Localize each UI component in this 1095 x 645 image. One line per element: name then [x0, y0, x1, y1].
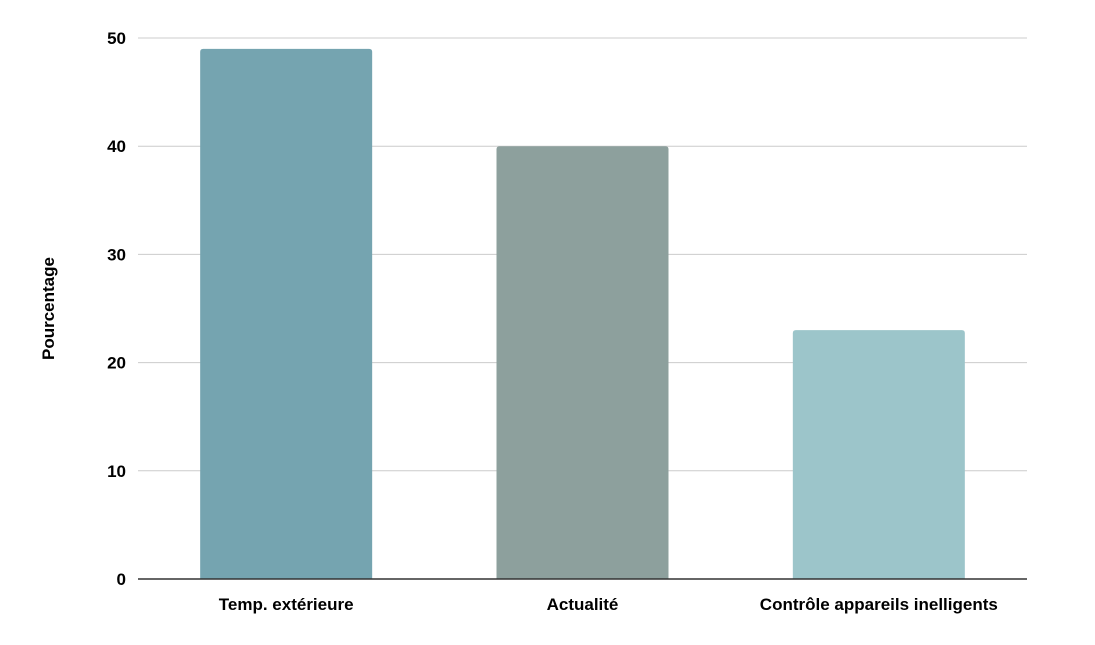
bars	[200, 48, 965, 579]
bar-3	[792, 330, 965, 579]
bar-2	[496, 146, 669, 579]
x-tick-label: Temp. extérieure	[219, 595, 354, 614]
y-tick-label: 50	[107, 29, 126, 48]
y-axis-title: Pourcentage	[39, 257, 58, 360]
y-tick-label: 40	[107, 137, 126, 156]
y-tick-labels: 0 10 20 30 40 50	[107, 29, 126, 589]
x-tick-label: Contrôle appareils inelligents	[760, 595, 998, 614]
y-tick-label: 10	[107, 462, 126, 481]
x-tick-labels: Temp. extérieure Actualité Contrôle appare…	[219, 595, 998, 614]
y-tick-label: 20	[107, 354, 126, 373]
y-tick-label: 0	[117, 570, 126, 589]
x-tick-label: Actualité	[547, 595, 619, 614]
bar-1	[200, 48, 373, 579]
y-tick-label: 30	[107, 245, 126, 264]
